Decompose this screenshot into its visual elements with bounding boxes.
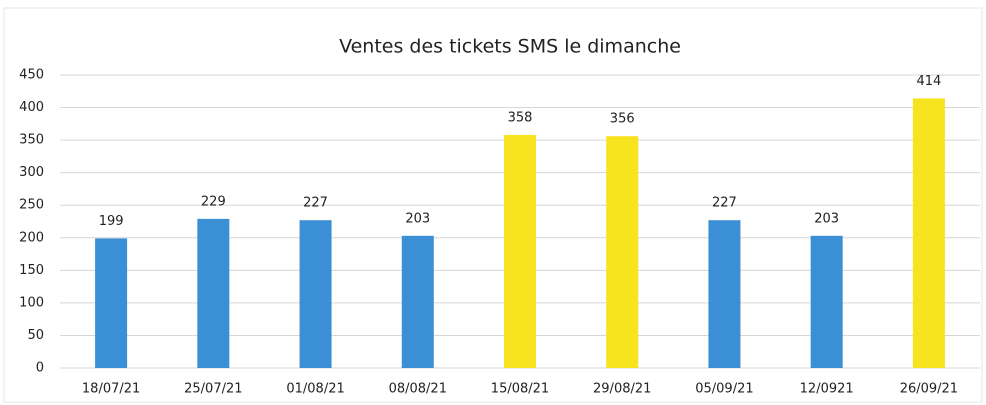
x-tick-label: 08/08/21 [389, 382, 447, 397]
x-tick-label: 12/0921 [800, 382, 854, 397]
x-tick-label: 15/08/21 [491, 382, 549, 397]
bar [810, 235, 843, 368]
data-label: 203 [405, 211, 430, 226]
y-tick-label: 450 [19, 68, 44, 83]
bar [401, 235, 434, 368]
bar [197, 218, 230, 368]
data-label: 199 [99, 214, 124, 229]
y-tick-label: 300 [19, 165, 44, 180]
y-tick-label: 350 [19, 133, 44, 148]
bar [299, 220, 332, 368]
bar [912, 98, 945, 368]
data-label: 414 [916, 74, 941, 89]
x-tick-label: 01/08/21 [286, 382, 344, 397]
x-tick-label: 05/09/21 [695, 382, 753, 397]
data-label: 356 [610, 112, 635, 127]
chart-title: Ventes des tickets SMS le dimanche [339, 36, 681, 58]
bar [504, 134, 536, 368]
y-tick-label: 250 [19, 198, 44, 213]
data-label: 227 [712, 196, 737, 211]
data-label: 358 [508, 110, 533, 125]
bar [708, 220, 741, 368]
bar [606, 136, 639, 368]
y-tick-label: 50 [27, 328, 44, 343]
x-tick-label: 25/07/21 [184, 382, 242, 397]
data-label: 203 [814, 211, 839, 226]
x-tick-label: 26/09/21 [900, 382, 958, 397]
data-label: 227 [303, 196, 328, 211]
x-tick-label: 29/08/21 [593, 382, 651, 397]
y-tick-label: 0 [36, 361, 44, 376]
y-tick-label: 400 [19, 100, 44, 115]
y-tick-label: 200 [19, 230, 44, 245]
x-tick-label: 18/07/21 [82, 382, 140, 397]
chart-frame [3, 7, 983, 403]
y-tick-label: 100 [19, 295, 44, 310]
bar [95, 238, 128, 368]
data-label: 229 [201, 194, 226, 209]
y-tick-label: 150 [19, 263, 44, 278]
